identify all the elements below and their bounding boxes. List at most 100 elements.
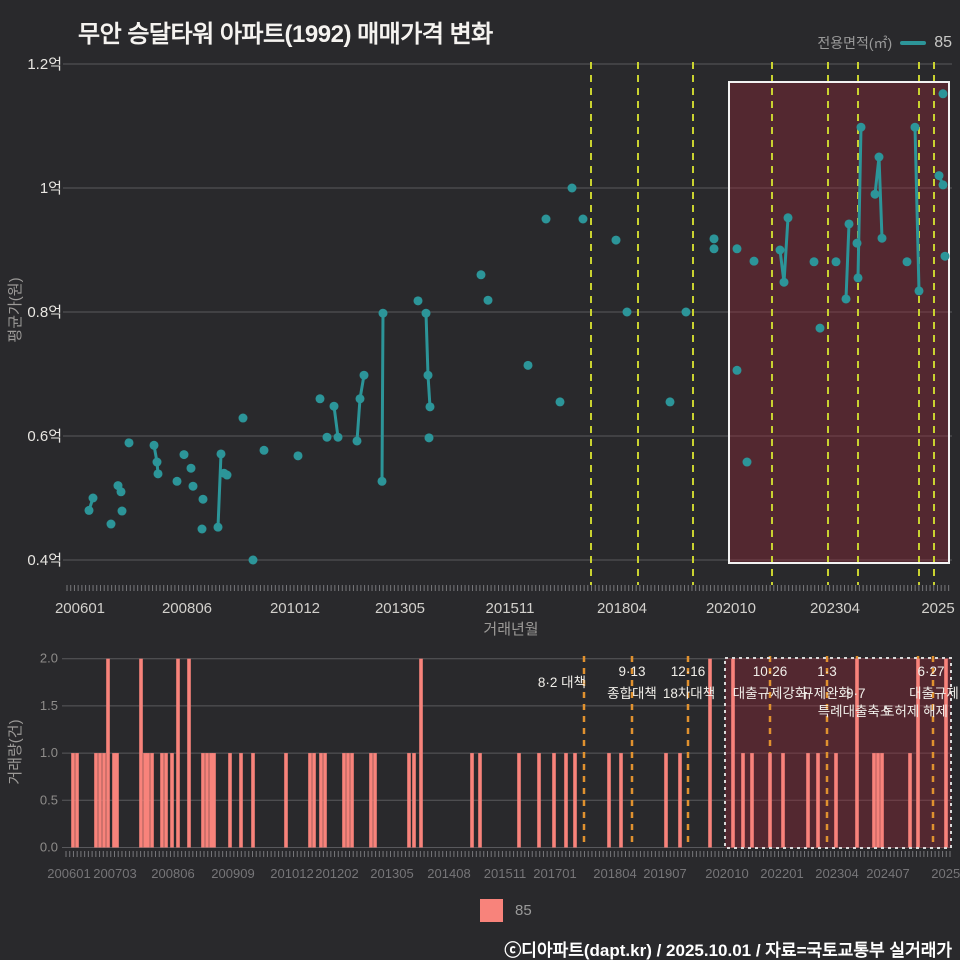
data-point[interactable] — [611, 235, 621, 245]
data-point[interactable] — [188, 481, 198, 491]
data-point[interactable] — [853, 273, 863, 283]
volume-bar[interactable] — [564, 753, 568, 848]
data-point[interactable] — [856, 122, 866, 132]
volume-bar[interactable] — [139, 658, 143, 848]
data-point[interactable] — [665, 397, 675, 407]
data-segment[interactable] — [216, 452, 223, 529]
data-point[interactable] — [106, 519, 116, 529]
volume-bar[interactable] — [205, 753, 209, 848]
volume-bar[interactable] — [323, 753, 327, 848]
data-point[interactable] — [352, 436, 362, 446]
volume-bar[interactable] — [94, 753, 98, 848]
data-segment[interactable] — [844, 222, 851, 301]
volume-bar[interactable] — [478, 753, 482, 848]
volume-bar[interactable] — [164, 753, 168, 848]
data-point[interactable] — [749, 256, 759, 266]
data-point[interactable] — [809, 257, 819, 267]
data-point[interactable] — [293, 451, 303, 461]
data-point[interactable] — [831, 257, 841, 267]
volume-bar[interactable] — [708, 658, 712, 848]
data-point[interactable] — [424, 433, 434, 443]
data-point[interactable] — [841, 294, 851, 304]
data-point[interactable] — [541, 214, 551, 224]
data-point[interactable] — [622, 307, 632, 317]
volume-bar[interactable] — [768, 753, 772, 848]
volume-bar[interactable] — [944, 658, 948, 848]
data-point[interactable] — [413, 296, 423, 306]
volume-bar[interactable] — [115, 753, 119, 848]
data-point[interactable] — [377, 476, 387, 486]
volume-bar[interactable] — [741, 753, 745, 848]
data-point[interactable] — [315, 394, 325, 404]
volume-bar[interactable] — [150, 753, 154, 848]
volume-bar[interactable] — [312, 753, 316, 848]
volume-bar[interactable] — [573, 753, 577, 848]
data-point[interactable] — [940, 251, 950, 261]
volume-bar[interactable] — [781, 753, 785, 848]
volume-bar[interactable] — [176, 658, 180, 848]
volume-bar[interactable] — [212, 753, 216, 848]
data-point[interactable] — [259, 445, 269, 455]
volume-bar[interactable] — [816, 753, 820, 848]
volume-bar[interactable] — [71, 753, 75, 848]
volume-bar[interactable] — [319, 753, 323, 848]
volume-bar[interactable] — [373, 753, 377, 848]
volume-bar[interactable] — [75, 753, 79, 848]
area-legend[interactable]: 전용면적(㎡) 85 — [817, 33, 952, 53]
data-point[interactable] — [423, 370, 433, 380]
data-point[interactable] — [117, 506, 127, 516]
volume-bar[interactable] — [407, 753, 411, 848]
volume-bar[interactable] — [678, 753, 682, 848]
data-point[interactable] — [322, 432, 332, 442]
data-point[interactable] — [483, 295, 493, 305]
volume-bar[interactable] — [750, 753, 754, 848]
volume-bar[interactable] — [916, 658, 920, 848]
data-point[interactable] — [874, 152, 884, 162]
data-point[interactable] — [523, 360, 533, 370]
volume-bar[interactable] — [146, 753, 150, 848]
data-segment[interactable] — [380, 311, 385, 483]
volume-bar[interactable] — [251, 753, 255, 848]
volume-bar[interactable] — [342, 753, 346, 848]
data-point[interactable] — [116, 487, 126, 497]
data-point[interactable] — [222, 470, 232, 480]
data-point[interactable] — [852, 238, 862, 248]
data-point[interactable] — [870, 189, 880, 199]
data-point[interactable] — [149, 440, 159, 450]
data-point[interactable] — [84, 505, 94, 515]
data-point[interactable] — [902, 257, 912, 267]
data-point[interactable] — [709, 234, 719, 244]
volume-bar[interactable] — [170, 753, 174, 848]
data-point[interactable] — [238, 413, 248, 423]
data-segment[interactable] — [424, 311, 432, 409]
data-point[interactable] — [742, 457, 752, 467]
volume-bar[interactable] — [239, 753, 243, 848]
data-point[interactable] — [555, 397, 565, 407]
volume-bar[interactable] — [470, 753, 474, 848]
volume-bar[interactable] — [346, 753, 350, 848]
data-point[interactable] — [815, 323, 825, 333]
data-point[interactable] — [476, 270, 486, 280]
data-point[interactable] — [732, 365, 742, 375]
volume-bar[interactable] — [517, 753, 521, 848]
data-point[interactable] — [153, 469, 163, 479]
volume-legend[interactable]: 85 — [480, 899, 532, 922]
volume-bar[interactable] — [143, 753, 147, 848]
volume-bar[interactable] — [664, 753, 668, 848]
volume-bar[interactable] — [228, 753, 232, 848]
data-point[interactable] — [213, 522, 223, 532]
volume-bar[interactable] — [412, 753, 416, 848]
volume-bar[interactable] — [537, 753, 541, 848]
data-point[interactable] — [355, 394, 365, 404]
data-point[interactable] — [783, 213, 793, 223]
data-point[interactable] — [172, 476, 182, 486]
data-point[interactable] — [197, 524, 207, 534]
volume-bar[interactable] — [834, 753, 838, 848]
volume-bar[interactable] — [284, 753, 288, 848]
volume-bar[interactable] — [908, 753, 912, 848]
data-point[interactable] — [248, 555, 258, 565]
data-point[interactable] — [844, 219, 854, 229]
data-point[interactable] — [732, 244, 742, 254]
volume-bar[interactable] — [201, 753, 205, 848]
data-point[interactable] — [938, 89, 948, 99]
